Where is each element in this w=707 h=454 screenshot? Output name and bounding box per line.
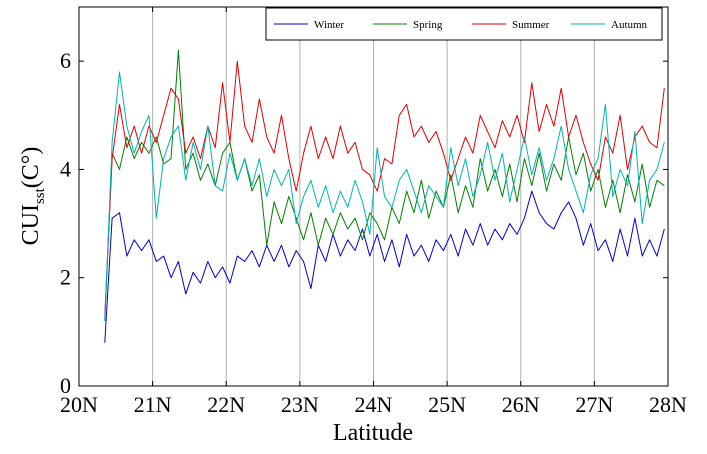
x-tick-label: 22N bbox=[207, 392, 245, 417]
y-tick-label: 4 bbox=[60, 156, 71, 181]
y-tick-label: 2 bbox=[60, 265, 71, 290]
legend-label: Winter bbox=[314, 19, 344, 31]
y-tick-label: 6 bbox=[60, 48, 71, 73]
x-axis-label: Latitude bbox=[333, 420, 413, 446]
series-line bbox=[104, 190, 665, 343]
x-tick-label: 25N bbox=[428, 392, 466, 417]
y-axis-label: CUIsst(C°) bbox=[18, 147, 48, 246]
series-line bbox=[104, 49, 665, 322]
legend: Winter Spring Summer Autumn bbox=[265, 7, 663, 41]
plot-frame bbox=[78, 6, 669, 387]
series-line bbox=[104, 71, 665, 322]
x-tick-label: 20N bbox=[60, 392, 98, 417]
legend-label: Spring bbox=[413, 19, 443, 31]
x-tick-label: 27N bbox=[575, 392, 613, 417]
x-tick-label: 23N bbox=[281, 392, 319, 417]
series-line bbox=[104, 60, 665, 316]
x-tick-label: 24N bbox=[355, 392, 393, 417]
y-axis-label-rest: (C°) bbox=[18, 147, 44, 189]
y-tick-label: 0 bbox=[60, 373, 71, 398]
x-tick-label: 26N bbox=[502, 392, 540, 417]
y-axis-label-sub: sst bbox=[32, 187, 48, 204]
x-tick-label: 28N bbox=[649, 392, 687, 417]
legend-label: Summer bbox=[512, 19, 550, 31]
x-tick-label: 21N bbox=[134, 392, 172, 417]
legend-label: Autumn bbox=[611, 19, 648, 31]
y-axis-label-main: CUI bbox=[18, 204, 44, 245]
